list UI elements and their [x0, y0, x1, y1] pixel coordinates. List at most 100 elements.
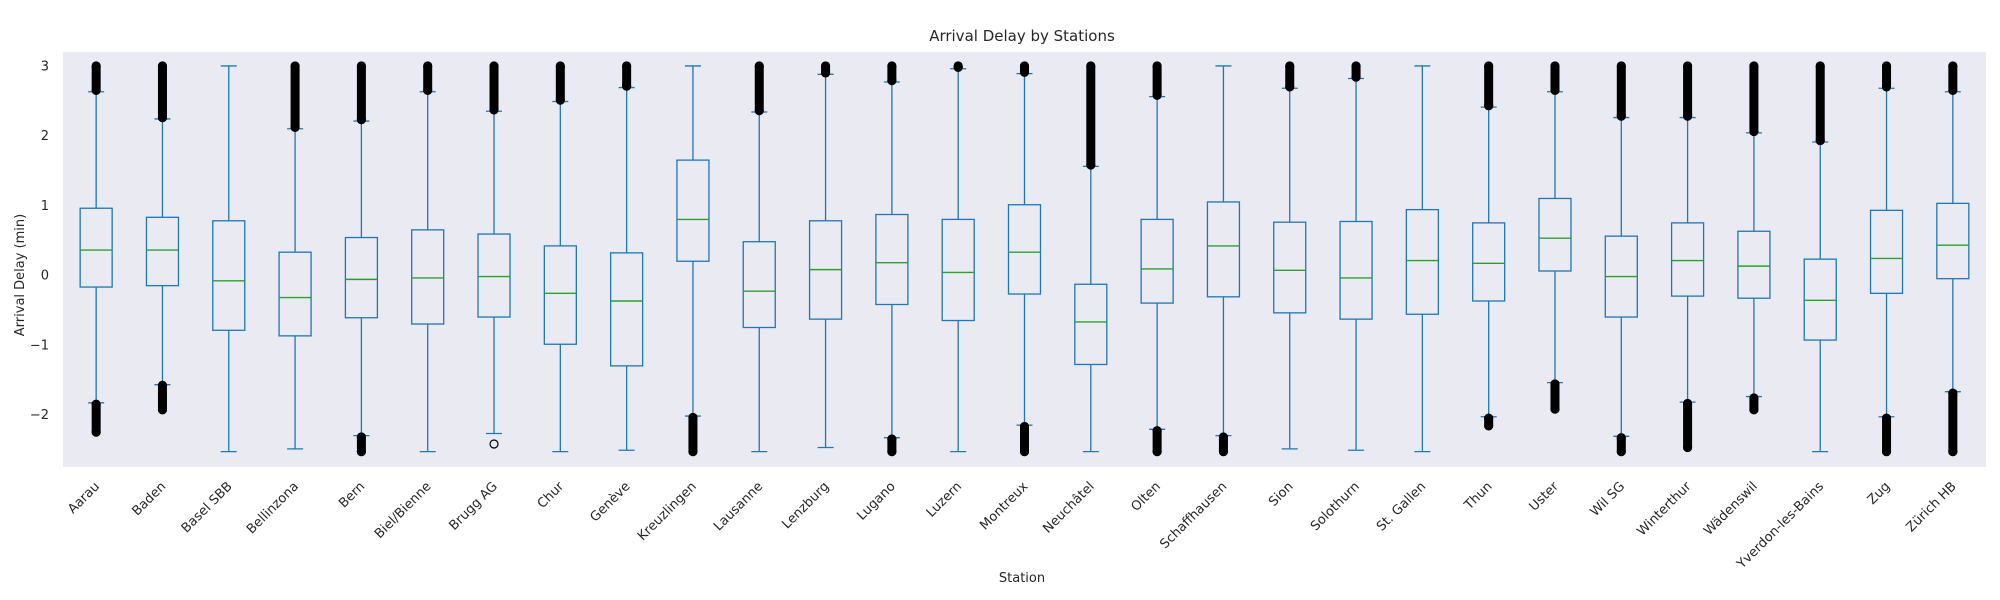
flier-point: [820, 68, 831, 78]
box-brugg-ag: [477, 61, 511, 449]
box-uster: [1538, 61, 1572, 414]
box-iqr: [1074, 283, 1108, 366]
box-iqr: [411, 229, 445, 325]
y-axis-label: Arrival Delay (min): [13, 214, 28, 336]
flier-point: [157, 61, 168, 71]
x-tick-label: St. Gallen: [1374, 479, 1429, 534]
flier-point: [1285, 61, 1295, 71]
flier-point: [1815, 135, 1825, 146]
x-tick-label: Bern: [336, 479, 368, 511]
box-aarau: [79, 61, 113, 437]
x-tick-label: Uster: [1527, 479, 1563, 515]
box-iqr: [1206, 201, 1241, 298]
box-iqr: [79, 207, 113, 288]
y-tick-label: −1: [30, 338, 49, 353]
flier-point: [1550, 404, 1560, 414]
flier-point: [1948, 61, 1958, 71]
flier-point: [1683, 111, 1693, 121]
flier-point: [754, 105, 764, 116]
box-iqr: [1472, 222, 1506, 302]
flier-point: [1616, 447, 1626, 457]
box-chur: [543, 61, 577, 453]
x-tick-label: Aarau: [65, 479, 103, 517]
flier-point: [688, 447, 698, 457]
flier-point: [1484, 101, 1494, 111]
flier-point: [1086, 160, 1096, 170]
box-iqr: [1405, 208, 1440, 315]
x-tick-label: Lausanne: [711, 479, 766, 534]
flier-point: [91, 61, 101, 71]
flier-point: [1948, 447, 1958, 457]
flier-point: [91, 399, 101, 409]
flier-point: [1881, 413, 1892, 423]
x-tick-label: Lugano: [854, 479, 898, 523]
flier-point: [887, 434, 897, 444]
x-tick-label: Kreuzlingen: [635, 479, 700, 544]
flier-point: [622, 61, 632, 71]
y-tick-label: 1: [41, 199, 49, 214]
y-tick-label: −2: [30, 408, 49, 423]
box-montreux: [1007, 61, 1042, 457]
flier-point: [290, 61, 300, 71]
box-iqr: [1936, 202, 1970, 280]
flier-point: [1218, 432, 1229, 442]
flier-point: [622, 81, 632, 91]
flier-point: [1019, 61, 1030, 71]
flier-point: [1616, 61, 1626, 71]
flier-point: [1616, 111, 1626, 121]
flier-point: [1550, 379, 1560, 389]
box-iqr: [1007, 204, 1042, 295]
flier-point: [887, 61, 897, 71]
box-iqr: [1869, 209, 1904, 294]
y-tick-label: 3: [41, 59, 49, 74]
box-baden: [145, 61, 180, 415]
flier-point: [356, 432, 366, 442]
box-iqr: [344, 236, 379, 319]
box-sion: [1273, 61, 1307, 450]
flier-point: [1749, 393, 1759, 403]
x-tick-label: Genève: [587, 479, 633, 525]
flier-point: [1351, 61, 1361, 71]
flier-point: [1218, 447, 1229, 457]
x-tick-label: Solothurn: [1308, 479, 1363, 534]
x-tick-label: Chur: [535, 479, 568, 512]
x-tick-label: Biel/Bienne: [372, 479, 435, 542]
flier-point: [489, 439, 499, 449]
flier-point: [953, 61, 963, 71]
flier-point: [1086, 61, 1096, 71]
box-series: [79, 61, 1970, 457]
box-olten: [1140, 61, 1174, 457]
flier-point: [157, 380, 168, 390]
x-tick-label: Baden: [129, 479, 169, 519]
flier-point: [1152, 61, 1162, 71]
flier-point: [887, 447, 897, 457]
box-iqr: [742, 241, 776, 329]
box-iqr: [676, 159, 710, 262]
flier-point: [356, 447, 366, 457]
box-winterthur: [1670, 61, 1705, 453]
flier-point: [1683, 398, 1693, 409]
box-iqr: [145, 216, 180, 287]
box-iqr: [278, 251, 312, 337]
x-tick-label: Lenzburg: [779, 479, 832, 532]
flier-point: [555, 95, 565, 105]
box-lausanne: [742, 61, 776, 453]
flier-point: [157, 405, 168, 415]
flier-point: [489, 61, 499, 71]
box-neuch-tel: [1074, 61, 1108, 453]
flier-point: [555, 61, 565, 71]
box-iqr: [941, 218, 975, 322]
box-lenzburg: [808, 61, 843, 449]
flier-point: [820, 61, 831, 71]
box-biel-bienne: [411, 61, 445, 453]
box-iqr: [1737, 230, 1771, 299]
box-iqr: [1670, 222, 1705, 297]
flier-point: [423, 61, 433, 71]
flier-point: [1749, 405, 1759, 415]
box-yverdon-les-bains: [1803, 61, 1837, 453]
box-basel-sbb: [212, 65, 246, 453]
chart-title: Arrival Delay by Stations: [929, 27, 1115, 45]
x-tick-label: Luzern: [924, 479, 965, 520]
box-bellinzona: [278, 61, 312, 450]
